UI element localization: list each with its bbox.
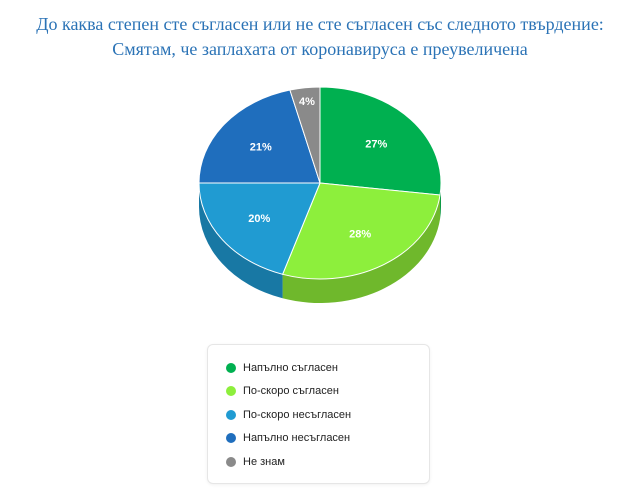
legend-label-0: Напълно съгласен [243, 361, 338, 374]
legend-swatch-1 [226, 386, 236, 397]
pie-side-1 [282, 195, 441, 303]
legend-label-1: По-скоро съгласен [243, 385, 339, 398]
legend-label-3: Напълно несъгласен [243, 432, 351, 445]
pie-slice-1[interactable] [281, 182, 441, 280]
data-label-0: 27% [365, 139, 387, 151]
chart-title-line-1: До каква степен сте съгласен или не сте … [36, 14, 604, 34]
data-label-2: 20% [248, 213, 270, 225]
legend-label-4: Не знам [243, 455, 285, 468]
data-label-1: 28% [349, 228, 371, 240]
legend-item-4[interactable]: Не знам [226, 450, 429, 474]
legend-swatch-4 [226, 456, 236, 467]
data-label-3: 21% [250, 142, 272, 154]
pie-slice-0[interactable] [319, 86, 442, 196]
chart-title-line-2: Смятам, че заплахата от коронавируса е п… [112, 39, 528, 59]
data-label-4: 4% [299, 96, 315, 108]
legend-item-2[interactable]: По-скоро несъгласен [226, 403, 429, 427]
pie-slice-2[interactable] [198, 182, 321, 275]
legend-label-2: По-скоро несъгласен [243, 408, 352, 421]
chart-legend: Напълно съгласен По-скоро съгласен По-скор… [207, 344, 430, 484]
legend-item-0[interactable]: Напълно съгласен [226, 356, 429, 380]
pie-side-2 [199, 183, 283, 299]
pie-slice-3[interactable] [198, 89, 321, 184]
legend-swatch-2 [226, 409, 236, 420]
legend-swatch-3 [226, 433, 236, 444]
legend-swatch-0 [226, 362, 236, 373]
chart-title: До каква степен сте съгласен или не сте … [0, 12, 640, 62]
legend-item-1[interactable]: По-скоро съгласен [226, 380, 429, 404]
legend-item-3[interactable]: Напълно несъгласен [226, 427, 429, 451]
pie-slice-4[interactable] [289, 86, 321, 184]
